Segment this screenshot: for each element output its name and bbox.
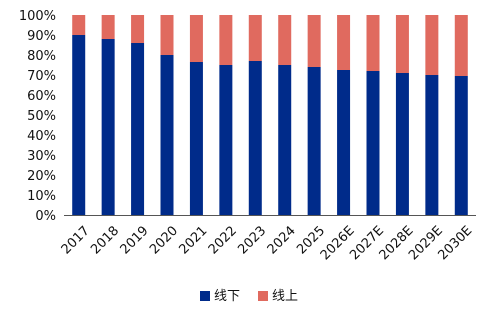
legend-swatch-offline <box>200 291 210 301</box>
y-axis: 0% 10% 20% 30% 40% 50% 60% 70% 80% 90% 100% <box>19 9 56 224</box>
x-tick-label: 2030E <box>436 223 476 263</box>
bar-offline-2030E <box>454 76 468 215</box>
bar-online-2018 <box>101 15 115 39</box>
legend-label-online: 线上 <box>272 289 298 304</box>
legend: 线下 线上 <box>200 289 298 304</box>
y-tick-label: 10% <box>27 189 56 204</box>
bar-offline-2025 <box>307 67 321 215</box>
bar-online-2021 <box>189 15 203 62</box>
x-tick-label: 2019 <box>118 223 152 257</box>
bar-online-2019 <box>131 15 145 43</box>
x-axis: 2017201820192020202120222023202420252026… <box>59 215 476 263</box>
bar-offline-2021 <box>189 62 203 215</box>
bar-offline-2026E <box>337 70 351 215</box>
x-tick-label: 2021 <box>176 223 210 257</box>
y-tick-label: 50% <box>27 109 56 124</box>
bar-online-2017 <box>72 15 86 35</box>
x-tick-label: 2023 <box>235 223 269 257</box>
x-tick-label: 2018 <box>88 223 122 257</box>
y-tick-label: 0% <box>35 209 56 224</box>
bar-offline-2017 <box>72 35 86 215</box>
y-tick-label: 30% <box>27 149 56 164</box>
bar-offline-2029E <box>425 75 439 215</box>
x-tick-label: 2022 <box>206 223 240 257</box>
bar-online-2028E <box>395 15 409 73</box>
x-tick-label: 2017 <box>59 223 93 257</box>
y-tick-label: 70% <box>27 69 56 84</box>
bar-offline-2028E <box>395 73 409 215</box>
y-tick-label: 40% <box>27 129 56 144</box>
bar-online-2023 <box>248 15 262 61</box>
y-tick-label: 100% <box>19 9 56 24</box>
bar-offline-2023 <box>248 61 262 215</box>
bars <box>72 15 468 215</box>
legend-swatch-online <box>258 291 268 301</box>
bar-online-2025 <box>307 15 321 67</box>
bar-online-2026E <box>337 15 351 70</box>
x-tick-label: 2024 <box>265 223 299 257</box>
bar-offline-2019 <box>131 43 145 215</box>
bar-online-2029E <box>425 15 439 75</box>
bar-online-2027E <box>366 15 380 71</box>
x-tick-label: 2020 <box>147 223 181 257</box>
bar-offline-2020 <box>160 55 174 215</box>
y-tick-label: 80% <box>27 49 56 64</box>
bar-online-2024 <box>278 15 292 65</box>
bar-offline-2024 <box>278 65 292 215</box>
y-tick-label: 60% <box>27 89 56 104</box>
bar-offline-2022 <box>219 65 233 215</box>
bar-offline-2018 <box>101 39 115 215</box>
bar-online-2030E <box>454 15 468 76</box>
bar-online-2022 <box>219 15 233 65</box>
y-tick-label: 90% <box>27 29 56 44</box>
bar-online-2020 <box>160 15 174 55</box>
y-tick-label: 20% <box>27 169 56 184</box>
bar-offline-2027E <box>366 71 380 215</box>
legend-label-offline: 线下 <box>214 289 240 304</box>
